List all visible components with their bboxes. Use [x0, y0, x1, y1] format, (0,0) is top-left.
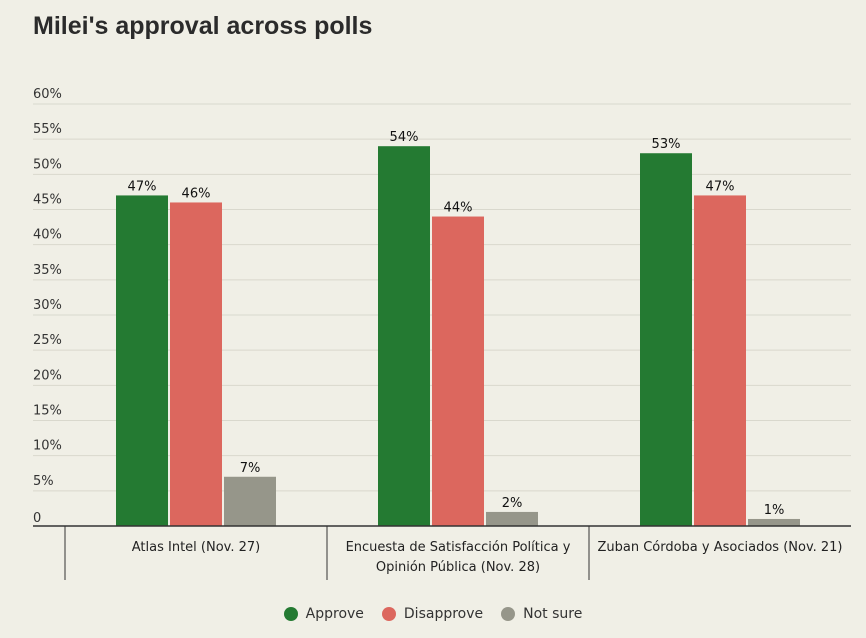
bar [378, 146, 430, 526]
data-label: 47% [706, 179, 735, 194]
bar [116, 195, 168, 526]
legend-swatch-icon [283, 607, 298, 621]
y-tick-label: 20% [33, 368, 62, 383]
bar [170, 202, 222, 526]
data-label: 47% [128, 179, 157, 194]
category-label: Encuesta de Satisfacción Política y [346, 540, 571, 555]
y-tick-label: 5% [33, 474, 54, 489]
legend: Approve Disapprove Not sure [0, 606, 866, 622]
legend-label: Approve [305, 606, 364, 622]
category-label: Opinión Pública (Nov. 28) [376, 560, 540, 575]
y-tick-label: 60% [33, 87, 62, 102]
bar [694, 195, 746, 526]
legend-item: Not sure [501, 606, 582, 622]
bar [486, 511, 538, 526]
y-tick-label: 30% [33, 298, 62, 313]
data-label: 7% [240, 461, 261, 476]
y-tick-label: 35% [33, 263, 62, 278]
data-label: 2% [502, 496, 523, 511]
data-label: 46% [182, 186, 211, 201]
legend-swatch-icon [501, 607, 516, 621]
y-tick-label: 40% [33, 228, 62, 243]
legend-item: Approve [283, 606, 364, 622]
legend-item: Disapprove [381, 606, 484, 622]
data-label: 53% [652, 137, 681, 152]
y-tick-label: 15% [33, 404, 62, 419]
bars [116, 146, 800, 527]
bar [224, 476, 276, 526]
legend-swatch-icon [381, 607, 396, 621]
y-tick-label: 0 [33, 511, 41, 526]
legend-label: Disapprove [403, 606, 484, 622]
category-label: Zuban Córdoba y Asociados (Nov. 21) [597, 540, 842, 555]
x-axis: Atlas Intel (Nov. 27) Encuesta de Satisfa… [33, 525, 851, 580]
y-axis-ticks: 0 5% 10% 15% 20% 25% 30% 35% 40% 45% 50% 55% 60% [33, 87, 62, 526]
y-tick-label: 45% [33, 193, 62, 208]
data-label: 54% [390, 130, 419, 145]
y-tick-label: 10% [33, 439, 62, 454]
bar [748, 518, 800, 526]
bar-chart: 0 5% 10% 15% 20% 25% 30% 35% 40% 45% 50% 55% 60% 47%… [33, 87, 851, 580]
y-tick-label: 55% [33, 122, 62, 137]
y-tick-label: 25% [33, 333, 62, 348]
chart-title: Milei's approval across polls [33, 12, 373, 40]
data-label: 1% [764, 503, 785, 518]
data-label: 44% [444, 201, 473, 216]
bar [432, 216, 484, 527]
bar [640, 153, 692, 526]
y-tick-label: 50% [33, 157, 62, 172]
category-label: Atlas Intel (Nov. 27) [132, 540, 260, 555]
data-labels: 47% 46% 7% 54% 44% 2% 53% 47% 1% [128, 130, 785, 518]
legend-label: Not sure [523, 606, 583, 622]
